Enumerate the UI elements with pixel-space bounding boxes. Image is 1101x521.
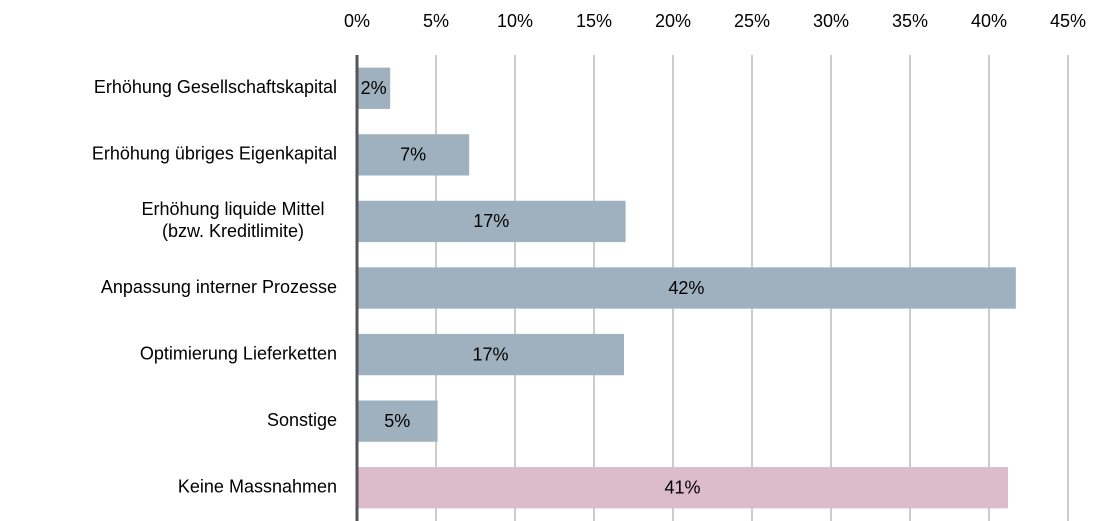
y-tick-label: Sonstige — [267, 410, 337, 430]
bar — [357, 400, 438, 442]
data-label: 2% — [361, 78, 387, 98]
bar — [357, 200, 626, 243]
data-label: 17% — [473, 211, 509, 231]
y-tick-label: Erhöhung Gesellschaftskapital — [94, 77, 337, 97]
data-label: 7% — [400, 145, 426, 165]
data-label: 41% — [664, 477, 700, 497]
x-tick-label: 20% — [655, 11, 691, 31]
x-tick-label: 25% — [734, 11, 770, 31]
x-tick-label: 30% — [813, 11, 849, 31]
data-label: 17% — [472, 344, 508, 364]
y-tick-label: (bzw. Kreditlimite) — [162, 221, 304, 241]
x-tick-label: 10% — [497, 11, 533, 31]
bar — [357, 67, 391, 109]
bar — [357, 467, 1008, 509]
bar — [357, 267, 1016, 309]
y-tick-label: Optimierung Lieferketten — [140, 343, 337, 363]
x-tick-label: 40% — [971, 11, 1007, 31]
data-label: 5% — [384, 411, 410, 431]
y-tick-label: Erhöhung liquide Mittel — [141, 199, 324, 219]
bar — [357, 134, 470, 176]
x-tick-label: 35% — [892, 11, 928, 31]
x-tick-label: 15% — [576, 11, 612, 31]
y-tick-label: Keine Massnahmen — [178, 476, 337, 496]
x-tick-label: 0% — [344, 11, 370, 31]
bar — [357, 333, 625, 376]
x-tick-label: 5% — [423, 11, 449, 31]
data-label: 42% — [668, 278, 704, 298]
y-tick-label: Erhöhung übriges Eigenkapital — [92, 144, 337, 164]
x-tick-label: 45% — [1050, 11, 1086, 31]
y-tick-label: Anpassung interner Prozesse — [101, 277, 337, 297]
